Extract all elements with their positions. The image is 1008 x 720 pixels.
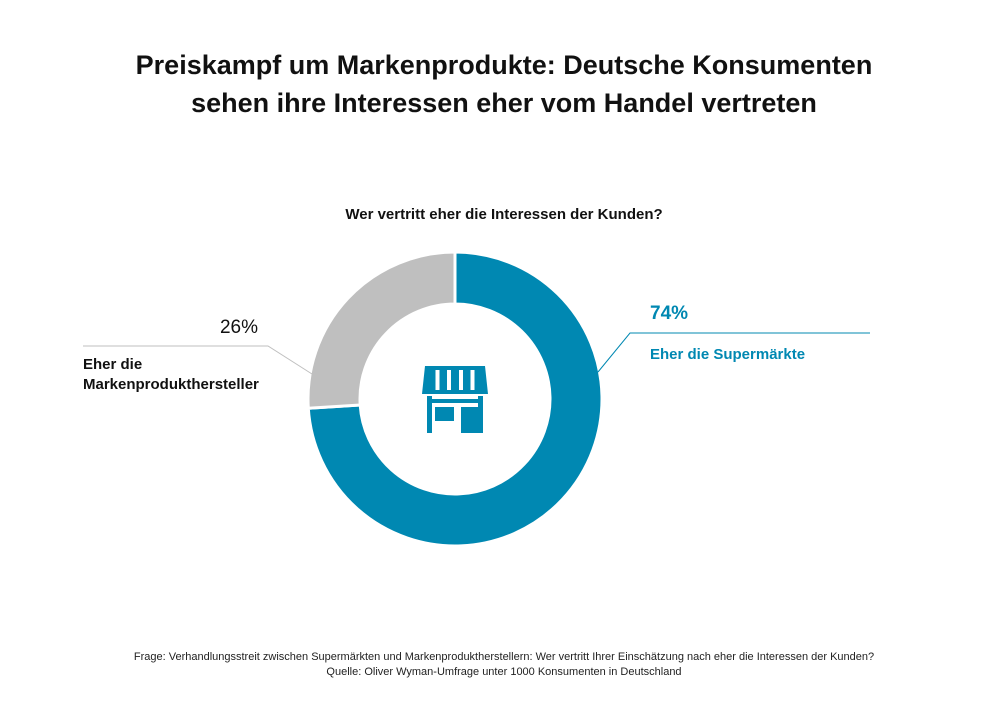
footer-question: Frage: Verhandlungsstreit zwischen Super… [133, 651, 875, 663]
chart-title-line-2: sehen ihre Interessen eher vom Handel ve… [191, 88, 817, 118]
chart-question: Wer vertritt eher die Interessen der Kun… [345, 206, 663, 223]
footer-source: Quelle: Oliver Wyman-Umfrage unter 1000 … [326, 666, 682, 678]
slice-percent-manufacturers: 26% [220, 317, 258, 338]
donut-slice-supermarkets [306, 250, 604, 548]
donut-slices [306, 250, 604, 548]
chart-title-line-1: Preiskampf um Markenprodukte: Deutsche K… [135, 50, 873, 80]
leader-line-manufacturers [83, 345, 313, 375]
donut-slice-manufacturers [306, 250, 457, 410]
slice-label-manufacturers-line-2: Markenprodukthersteller [83, 376, 259, 393]
slice-label-supermarkets: Eher die Supermärkte [650, 346, 805, 363]
chart-title: Preiskampf um Markenprodukte: Deutsche K… [0, 46, 1008, 122]
slice-label-manufacturers-line-1: Eher die [83, 356, 142, 373]
slice-percent-supermarkets: 74% [650, 303, 688, 324]
chart-footer: Frage: Verhandlungsstreit zwischen Super… [0, 650, 1008, 680]
leader-line-supermarkets [597, 332, 870, 373]
store-icon [422, 366, 488, 433]
